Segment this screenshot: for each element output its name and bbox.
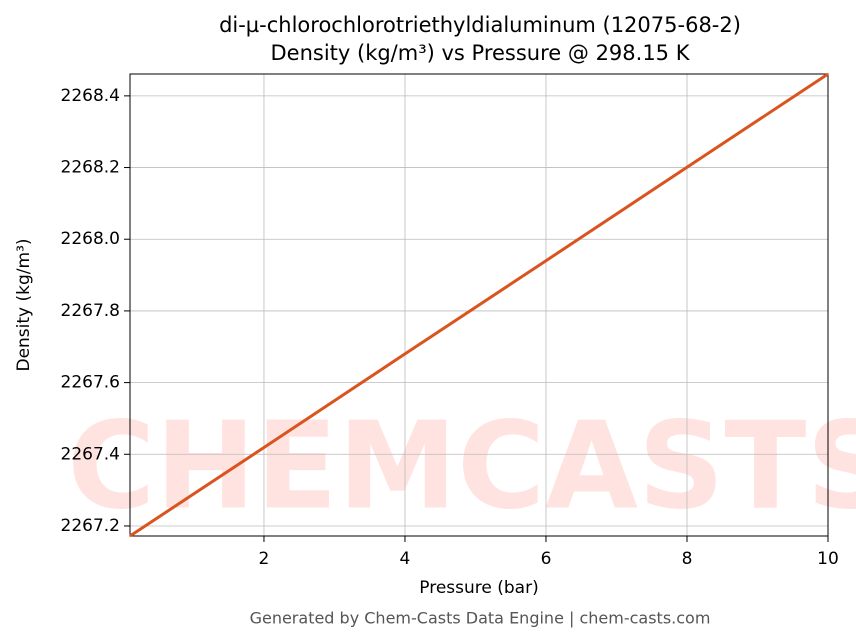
y-tick-label: 2267.2: [61, 516, 120, 536]
y-tick-label: 2267.8: [61, 301, 120, 321]
x-tick-label: 8: [682, 549, 693, 569]
y-tick-label: 2268.0: [61, 229, 120, 249]
x-tick-label: 10: [817, 549, 839, 569]
y-tick-label: 2267.6: [61, 373, 120, 393]
x-axis-label: Pressure (bar): [419, 578, 538, 598]
y-tick-label: 2268.4: [61, 86, 120, 106]
x-tick-label: 6: [541, 549, 552, 569]
x-tick-label: 4: [400, 549, 411, 569]
y-tick-label: 2267.4: [61, 444, 120, 464]
chart-subtitle: Density (kg/m³) vs Pressure @ 298.15 K: [270, 41, 690, 65]
data-line: [129, 72, 829, 538]
plot-frame: [129, 73, 829, 537]
footer: Generated by Chem-Casts Data Engine | ch…: [250, 609, 711, 628]
y-axis-label: Density (kg/m³): [14, 238, 34, 371]
y-tick-label: 2268.2: [61, 158, 120, 178]
x-tick-label: 2: [259, 549, 270, 569]
chart-title: di-µ-chlorochlorotriethyldialuminum (120…: [219, 13, 741, 37]
watermark: CHEMCASTS: [67, 398, 856, 537]
